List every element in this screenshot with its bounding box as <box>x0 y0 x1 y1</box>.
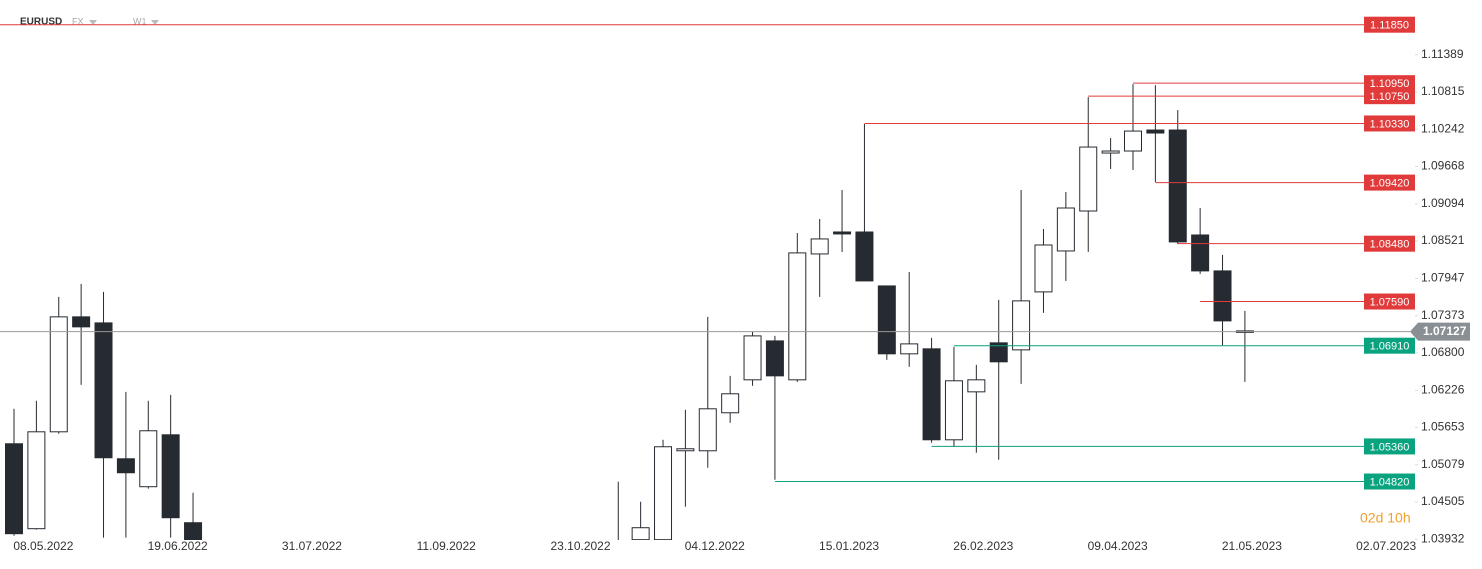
candle-body <box>788 252 807 381</box>
x-tick-label: 02.07.2023 <box>1356 539 1416 553</box>
y-tick-label: 1.06800 <box>1421 345 1465 359</box>
y-tick-label: 1.04505 <box>1421 494 1465 508</box>
x-tick-label: 26.02.2023 <box>953 539 1013 553</box>
candle-body <box>49 316 68 433</box>
candle-body <box>1101 150 1120 154</box>
candle-body <box>184 522 203 540</box>
x-tick-label: 31.07.2022 <box>282 539 342 553</box>
candle-body <box>1213 270 1232 322</box>
dropdown-icon[interactable] <box>89 20 97 25</box>
level-label: 1.05360 <box>1370 441 1410 453</box>
price-tag <box>1410 322 1470 341</box>
level-tag <box>1364 174 1415 191</box>
candle-body <box>1124 130 1142 152</box>
symbol[interactable]: EURUSD <box>20 17 62 28</box>
level-label: 1.06910 <box>1370 341 1410 353</box>
y-tick-label: 1.07947 <box>1421 270 1465 284</box>
x-tick-label: 09.04.2023 <box>1088 539 1148 553</box>
candle-body <box>631 527 650 540</box>
y-tick-label: 1.05653 <box>1421 420 1465 434</box>
level-tag <box>1364 16 1415 33</box>
level-tag <box>1364 473 1415 490</box>
y-tick-label: 1.10815 <box>1421 84 1465 98</box>
candle-body <box>94 322 113 459</box>
level-label: 1.10330 <box>1370 118 1410 130</box>
candle-body <box>610 543 627 545</box>
candle-body <box>1191 234 1210 272</box>
level-tag <box>1364 88 1415 105</box>
level-tag <box>1364 235 1415 252</box>
level-label: 1.07590 <box>1370 296 1410 308</box>
candle-body <box>116 458 135 474</box>
y-tick-label: 1.09094 <box>1421 196 1465 210</box>
candle-body <box>161 434 180 519</box>
candle-body <box>810 238 829 255</box>
countdown: 02d 10h <box>1360 510 1411 526</box>
y-tick-label: 1.03932 <box>1421 531 1465 545</box>
candle-body <box>698 408 717 452</box>
candle-body <box>989 342 1008 363</box>
interval[interactable]: W1 <box>133 16 147 26</box>
candle-body <box>743 335 762 381</box>
candle-body <box>922 348 941 441</box>
candle-body <box>1168 129 1187 243</box>
y-tick-label: 1.05079 <box>1421 457 1465 471</box>
level-tag <box>1364 115 1415 132</box>
y-tick-label: 1.10242 <box>1421 121 1465 135</box>
candle-body <box>900 343 919 355</box>
y-tick-label: 1.08521 <box>1421 233 1465 247</box>
candle-body <box>721 393 740 414</box>
candle-body <box>855 231 874 282</box>
x-tick-label: 11.09.2022 <box>417 539 476 553</box>
candle-body <box>1079 146 1098 212</box>
level-label: 1.08480 <box>1370 239 1410 251</box>
y-tick-label: 1.06226 <box>1421 382 1465 396</box>
market[interactable]: FX <box>72 16 84 26</box>
plot-area <box>5 84 1254 545</box>
candle-body <box>654 446 673 540</box>
level-tag <box>1364 337 1415 354</box>
candle-body <box>1056 207 1075 252</box>
candle-body <box>833 231 852 235</box>
y-tick-label: 1.09668 <box>1421 159 1465 173</box>
candle-body <box>1012 300 1031 351</box>
level-tag <box>1364 438 1415 455</box>
x-tick-label: 21.05.2023 <box>1222 539 1282 553</box>
candle-body <box>5 443 23 535</box>
x-tick-label: 15.01.2023 <box>819 539 879 553</box>
candle-body <box>676 448 695 452</box>
level-tag <box>1364 75 1415 92</box>
y-tick-label: 1.07373 <box>1421 308 1465 322</box>
candle-body <box>27 431 46 530</box>
level-label: 1.04820 <box>1370 476 1410 488</box>
current-price-label: 1.07127 <box>1423 324 1467 338</box>
level-label: 1.10750 <box>1370 91 1410 103</box>
candle-body <box>72 316 91 328</box>
candle-body <box>139 430 158 488</box>
candle-body <box>1146 129 1165 134</box>
candle-body <box>944 380 963 441</box>
level-tag <box>1364 293 1415 310</box>
dropdown-icon[interactable] <box>151 20 159 25</box>
candle-body <box>765 340 784 377</box>
y-tick-label: 1.11389 <box>1421 47 1464 61</box>
x-tick-label: 23.10.2022 <box>550 539 610 553</box>
x-tick-label: 04.12.2022 <box>685 539 745 553</box>
level-label: 1.09420 <box>1370 178 1410 190</box>
level-label: 1.10950 <box>1370 78 1410 90</box>
x-tick-label: 19.06.2022 <box>148 539 208 553</box>
x-tick-label: 08.05.2022 <box>13 539 73 553</box>
candle-body <box>877 285 896 355</box>
candle-body <box>967 379 986 393</box>
candle-body <box>1034 244 1053 293</box>
level-label: 1.11850 <box>1370 20 1409 32</box>
